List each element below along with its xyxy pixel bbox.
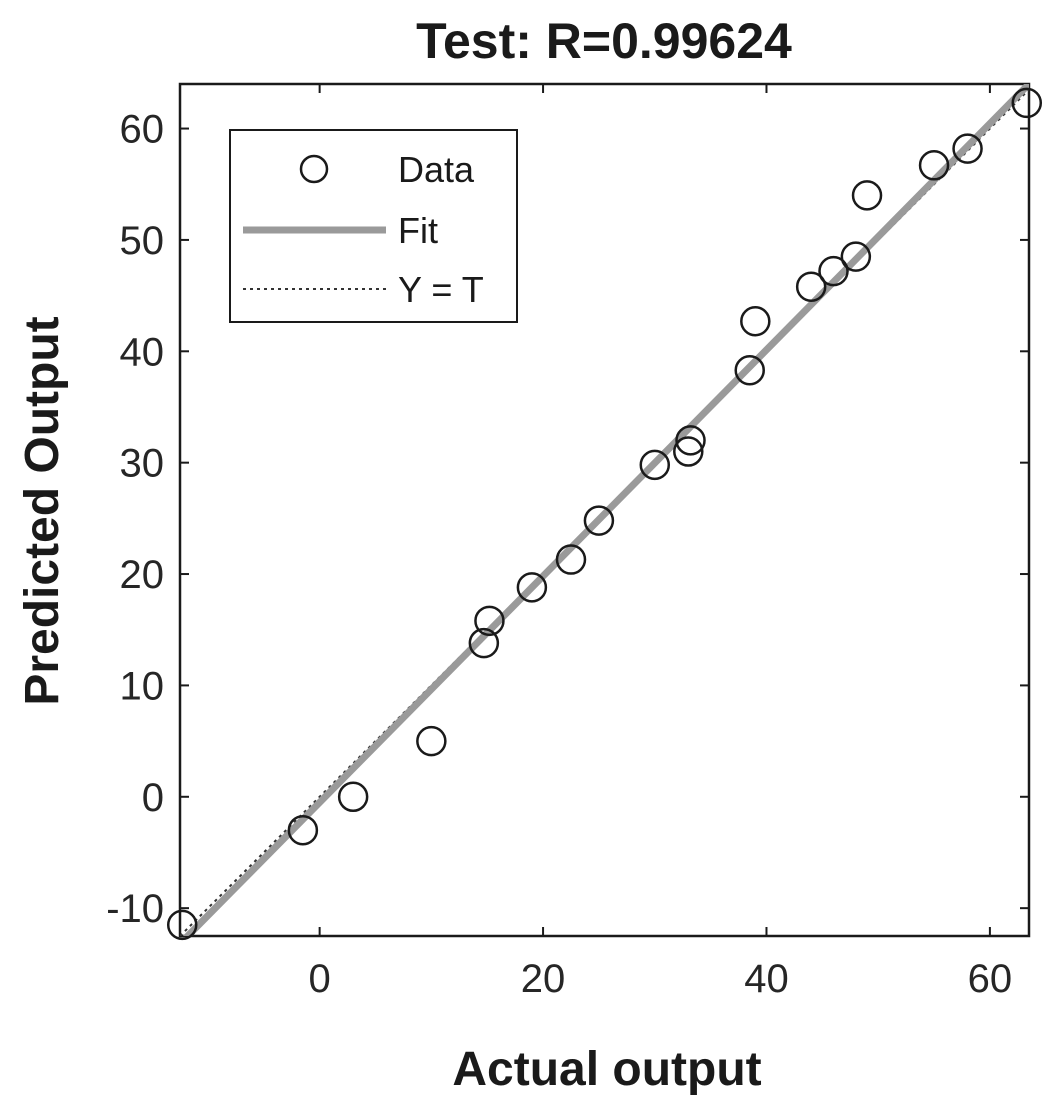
data-point bbox=[795, 271, 827, 302]
data-point bbox=[516, 572, 548, 603]
y-tick-label: 50 bbox=[120, 219, 165, 263]
x-tick-label: 60 bbox=[968, 957, 1013, 1001]
legend-fit-label: Fit bbox=[398, 210, 438, 251]
x-tick-label: 0 bbox=[309, 957, 331, 1001]
data-point bbox=[851, 180, 883, 211]
data-point bbox=[918, 150, 950, 181]
y-tick-label: 0 bbox=[142, 776, 164, 820]
data-point bbox=[583, 505, 615, 536]
y-tick-label: 10 bbox=[120, 664, 165, 708]
legend-box bbox=[229, 129, 518, 323]
y-tick-label: 60 bbox=[120, 108, 165, 152]
fit-line bbox=[182, 84, 1029, 936]
x-axis-label: Actual output bbox=[452, 1043, 761, 1096]
data-point bbox=[337, 781, 369, 813]
data-point bbox=[555, 544, 587, 575]
data-point bbox=[166, 909, 198, 941]
legend-data-marker bbox=[299, 154, 329, 184]
data-point bbox=[287, 814, 319, 846]
data-point bbox=[639, 449, 671, 481]
data-point bbox=[416, 725, 447, 757]
x-tick-label: 20 bbox=[521, 957, 566, 1001]
data-point bbox=[818, 255, 849, 287]
data-point bbox=[740, 305, 771, 337]
data-point bbox=[468, 627, 500, 659]
chart-title: Test: R=0.99624 bbox=[416, 13, 792, 69]
y-axis-label: Predicted Output bbox=[16, 316, 69, 705]
legend-data-label: Data bbox=[398, 149, 475, 190]
legend: Data Fit Y = T bbox=[229, 129, 518, 323]
x-tick-label: 40 bbox=[744, 957, 789, 1001]
data-point bbox=[952, 133, 983, 164]
data-point bbox=[474, 605, 505, 637]
data-point bbox=[1011, 87, 1043, 119]
y-tick-label: 20 bbox=[120, 553, 165, 597]
data-point bbox=[675, 425, 706, 456]
data-point bbox=[734, 354, 765, 386]
y-tick-label: 40 bbox=[120, 330, 165, 374]
y-tick-label: -10 bbox=[106, 887, 164, 931]
legend-identity-label: Y = T bbox=[398, 269, 484, 310]
y-tick-label: 30 bbox=[120, 442, 165, 486]
data-point bbox=[840, 241, 872, 272]
data-point bbox=[673, 436, 704, 467]
